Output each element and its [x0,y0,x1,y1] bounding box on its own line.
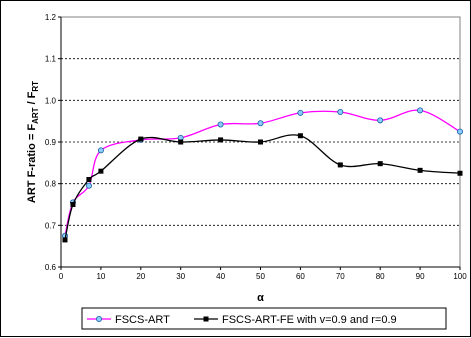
y-axis-title-sub1: ART [31,107,40,124]
legend-marker-fscs-art [96,315,103,322]
data-point [417,167,423,173]
data-point [178,139,184,145]
gridlines [61,58,460,226]
data-point [377,161,383,167]
x-tick-label: 50 [256,272,265,281]
data-point [98,168,104,174]
y-tick-label: 0.8 [45,180,57,189]
data-point [297,133,303,139]
x-tick-label: 60 [296,272,305,281]
data-point [337,109,344,116]
x-tick-label: 100 [453,272,467,281]
y-tick-label: 1.2 [45,13,57,22]
x-tick-label: 10 [96,272,105,281]
y-tick-label: 0.6 [45,263,57,272]
x-tick-label: 90 [416,272,425,281]
x-axis-title: α [257,292,264,304]
legend-marker-fscs-art-fe [203,316,209,322]
data-point [457,170,463,176]
x-tick-label: 0 [59,272,64,281]
y-axis-title-mid: / F [26,91,38,107]
data-point [218,137,224,143]
y-axis-title-sub2: RT [31,81,40,92]
axes: 0.6 0.7 0.8 0.9 1.0 1.1 1.2 0 10 20 30 40 50 60 70 80 90… [45,13,467,281]
data-point [377,117,384,124]
data-point [138,136,144,142]
data-point [257,120,264,127]
legend-label-fscs-art: FSCS-ART [115,314,170,326]
data-point [85,182,92,189]
y-axis-title: ART F-ratio = FART / FRT [26,81,40,203]
legend-label-fscs-art-fe: FSCS-ART-FE with v=0.9 and r=0.9 [222,314,397,326]
data-point [456,128,463,135]
data-point [337,162,343,168]
data-point [297,109,304,116]
series-group [61,107,463,243]
data-point [217,121,224,128]
x-tick-label: 80 [376,272,385,281]
y-tick-label: 0.7 [45,221,57,230]
data-point [97,147,104,154]
y-axis-title-main: ART F-ratio = F [26,124,38,203]
y-tick-label: 1.1 [45,55,57,64]
data-point [86,177,92,182]
legend: FSCS-ART FSCS-ART-FE with v=0.9 and r=0.… [81,307,447,330]
x-tick-label: 70 [336,272,345,281]
data-point [258,139,263,145]
x-tick-label: 30 [176,272,185,281]
y-tick-label: 0.9 [45,138,57,147]
x-tick-label: 40 [216,272,225,281]
x-tick-label: 20 [136,272,145,281]
data-point [62,237,68,243]
legend-box [81,307,447,330]
data-point [417,107,424,114]
data-point [70,202,76,207]
y-tick-label: 1.0 [45,96,57,105]
